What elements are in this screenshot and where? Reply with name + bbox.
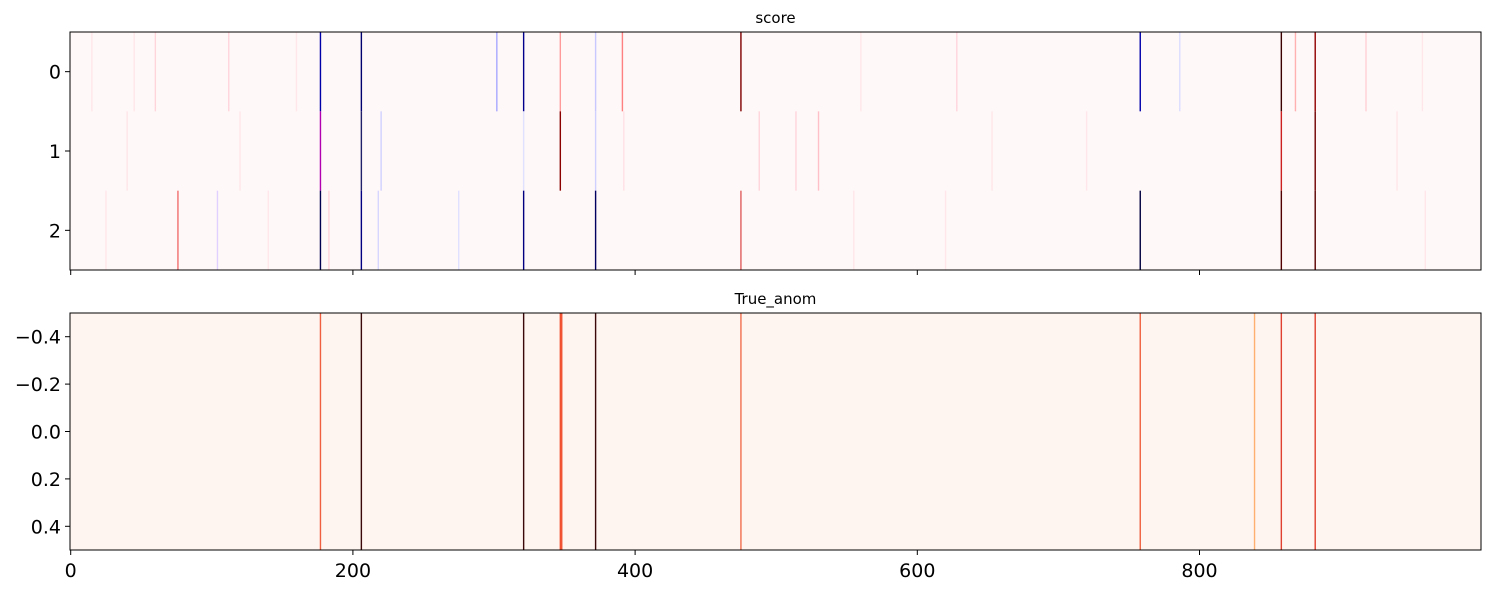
score-y-axis: 0 1 2 [49, 62, 70, 242]
heatmap-cell [853, 190, 855, 270]
heatmap-cell [944, 190, 947, 270]
heatmap-cell [1139, 313, 1141, 550]
heatmap-cell [1294, 32, 1297, 112]
heatmap-cell [380, 111, 382, 191]
heatmap-cell [360, 190, 363, 270]
heatmap-cell [133, 32, 135, 112]
heatmap-cell [621, 32, 624, 112]
heatmap-cell [1280, 313, 1283, 550]
heatmap-cell [177, 190, 179, 270]
heatmap-cell [319, 313, 322, 550]
heatmap-cell [522, 111, 525, 191]
heatmap-cell [1421, 32, 1424, 112]
heatmap-cell [522, 190, 525, 270]
heatmap-cell [154, 32, 157, 112]
heatmap-cell [1139, 190, 1141, 270]
heatmap-cell [1314, 32, 1316, 112]
heatmap-cell [91, 32, 93, 112]
heatmap-cell [319, 32, 322, 112]
heatmap-cell [1396, 111, 1398, 191]
heatmap-cell [817, 111, 820, 191]
heatmap-cell [594, 32, 597, 112]
heatmap-cell [561, 313, 563, 550]
heatmap-cell [1314, 313, 1316, 550]
heatmap-cell [126, 111, 128, 191]
heatmap-cell [1253, 313, 1256, 550]
true-anom-heatmap-background [70, 313, 1481, 550]
true-anom-subplot: True_anom −0.4 −0.2 0.0 0.2 0.4 0 200 400 600 80… [15, 290, 1482, 582]
true-anom-x-axis: 0 200 400 600 800 [65, 550, 1218, 582]
heatmap-cell [1085, 111, 1088, 191]
heatmap-cell [740, 32, 742, 112]
heatmap-cell [594, 190, 597, 270]
heatmap-cell [559, 111, 562, 191]
heatmap-cell [1365, 32, 1367, 112]
heatmap-cell [319, 190, 322, 270]
x-tick-label: 600 [899, 560, 935, 582]
heatmap-cell [1280, 32, 1283, 112]
x-tick-label: 400 [617, 560, 653, 582]
heatmap-cell [522, 313, 525, 550]
heatmap-cell [860, 32, 862, 112]
heatmap-cell [991, 111, 993, 191]
heatmap-cell [360, 111, 363, 191]
true-anom-heatmap-cells [319, 313, 1316, 550]
heatmap-cell [239, 111, 241, 191]
heatmap-cell [328, 190, 330, 270]
score-title: score [755, 9, 795, 27]
true-anom-title: True_anom [734, 290, 817, 309]
heatmap-cell [1139, 32, 1141, 112]
y-tick-label: 0 [49, 62, 61, 84]
heatmap-cell [267, 190, 269, 270]
heatmap-cell [295, 32, 298, 112]
true-anom-y-axis: −0.4 −0.2 0.0 0.2 0.4 [15, 327, 70, 538]
score-x-axis [70, 270, 1201, 275]
heatmap-cell [559, 32, 562, 112]
y-tick-label: 0.0 [31, 422, 61, 444]
heatmap-cell [105, 190, 107, 270]
y-tick-label: 1 [49, 141, 61, 163]
heatmap-cell [216, 190, 219, 270]
heatmap-cell [377, 190, 380, 270]
heatmap-cell [758, 111, 760, 191]
x-tick-label: 800 [1181, 560, 1217, 582]
x-tick-label: 0 [65, 560, 77, 582]
score-subplot: score 0 1 2 [49, 9, 1482, 275]
y-tick-label: −0.2 [15, 374, 61, 396]
heatmap-cell [522, 32, 525, 112]
x-tick-label: 200 [335, 560, 371, 582]
heatmap-cell [1314, 111, 1316, 191]
heatmap-cell [1314, 190, 1316, 270]
y-tick-label: 0.4 [31, 516, 61, 538]
heatmap-cell [1280, 111, 1283, 191]
heatmap-cell [458, 190, 460, 270]
heatmap-cell [594, 111, 597, 191]
score-heatmap-background [70, 32, 1481, 270]
heatmap-cell [360, 313, 363, 550]
heatmap-cell [740, 190, 742, 270]
y-tick-label: 2 [49, 220, 61, 242]
heatmap-cell [360, 32, 363, 112]
heatmap-cell [956, 32, 958, 112]
heatmap-cell [795, 111, 797, 191]
heatmap-cell [1280, 190, 1283, 270]
heatmap-cell [594, 313, 597, 550]
score-heatmap-cells [91, 32, 1426, 270]
heatmap-cell [740, 313, 742, 550]
heatmap-cell [319, 111, 322, 191]
heatmap-cell [496, 32, 498, 112]
y-tick-label: −0.4 [15, 327, 61, 349]
heatmap-cell [228, 32, 230, 112]
y-tick-label: 0.2 [31, 469, 61, 491]
heatmap-cell [623, 111, 625, 191]
heatmap-cell [1424, 190, 1426, 270]
heatmap-cell [559, 313, 562, 550]
heatmap-cell [1179, 32, 1181, 112]
